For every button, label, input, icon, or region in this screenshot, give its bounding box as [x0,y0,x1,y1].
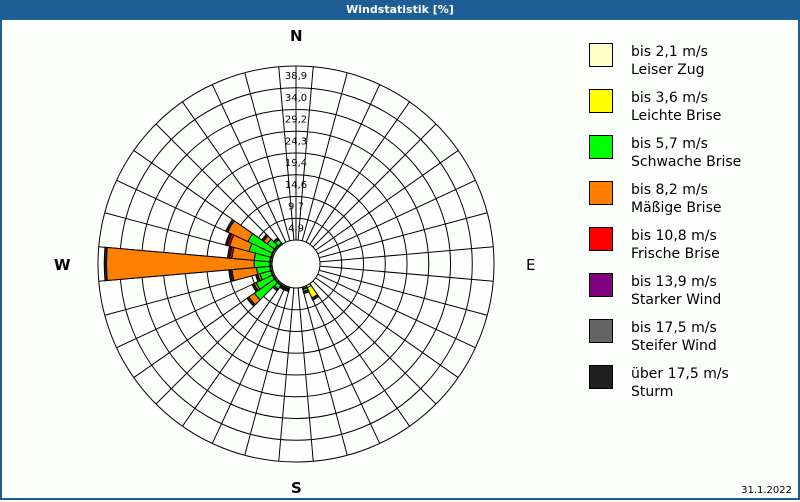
grid-spoke [309,283,410,427]
grid-spoke [305,285,381,444]
legend-item-sturm: über 17,5 m/s Sturm [589,365,789,411]
radial-tick-label: 34,0 [285,93,307,104]
grid-spoke [301,287,348,456]
wind-bar-segment [272,237,280,244]
legend-name: Sturm [631,384,674,400]
legend: bis 2,1 m/s Leiser Zug bis 3,6 m/s Leich… [589,43,789,411]
radial-tick-label: 24,3 [285,136,307,147]
legend-name: Mäßige Brise [631,200,722,216]
legend-swatch [589,181,613,205]
legend-name: Leichte Brise [631,108,722,124]
grid-spoke [278,66,295,241]
legend-swatch [589,135,613,159]
radial-tick-label: 29,2 [285,115,307,126]
grid-spoke [116,273,275,349]
grid-spoke [312,123,437,248]
legend-item-maessige-brise: bis 8,2 m/s Mäßige Brise [589,181,789,227]
legend-range: über 17,5 m/s [631,366,729,382]
date-label: 31.1.2022 [741,485,792,496]
legend-range: bis 3,6 m/s [631,90,708,106]
legend-swatch [589,319,613,343]
grid-spoke [315,150,459,251]
grid-spoke [317,179,476,255]
legend-swatch [589,227,613,251]
compass-east-label: E [526,256,536,274]
wind-bar-segment [311,293,320,301]
grid-spoke [297,287,314,462]
compass-west-label: W [54,256,71,274]
legend-range: bis 2,1 m/s [631,44,708,60]
legend-swatch [589,89,613,113]
legend-item-frische-brise: bis 10,8 m/s Frische Brise [589,227,789,273]
compass-north-label: N [290,27,303,45]
legend-item-leichte-brise: bis 3,6 m/s Leichte Brise [589,89,789,135]
legend-range: bis 13,9 m/s [631,274,717,290]
legend-name: Starker Wind [631,292,722,308]
grid-spoke [211,285,287,444]
radial-tick-label: 9,7 [288,202,304,213]
legend-name: Leiser Zug [631,62,705,78]
grid-spoke [315,277,459,378]
radial-tick-label: 14,6 [285,180,307,191]
legend-range: bis 8,2 m/s [631,182,708,198]
window-title: Windstatistik [%] [0,0,800,20]
wind-rose-svg: 4,9 9,7 14,6 19,4 24,3 29,2 34,0 38,9 [97,65,495,463]
grid-spoke [278,287,295,462]
grid-spoke [309,101,410,245]
grid-spoke [244,287,291,456]
legend-swatch [589,365,613,389]
grid-spoke [319,246,494,263]
grid-spoke [301,72,348,241]
grid-spoke [182,101,283,245]
grid-spoke [155,123,280,248]
radial-tick-label: 19,4 [285,158,307,169]
wind-bar-segment [302,289,310,295]
legend-range: bis 17,5 m/s [631,320,717,336]
wind-bar-segment [246,296,257,307]
grid-spoke [317,273,476,349]
wind-bar-segment [224,218,235,233]
grid-spoke [297,66,314,241]
legend-range: bis 10,8 m/s [631,228,717,244]
grid-spoke [305,84,381,243]
grid-spoke [211,84,287,243]
grid-spoke [319,265,494,282]
legend-item-starker-wind: bis 13,9 m/s Starker Wind [589,273,789,319]
legend-name: Steifer Wind [631,338,717,354]
grid-spoke [319,269,488,316]
compass-south-label: S [291,479,302,497]
radial-tick-label: 4,9 [288,223,304,234]
grid-spoke [182,283,283,427]
legend-item-leiser-zug: bis 2,1 m/s Leiser Zug [589,43,789,89]
wind-bar-segment [260,233,269,242]
radial-tick-label: 38,9 [285,71,307,82]
grid-spoke [312,280,437,405]
grid-spoke [244,72,291,241]
legend-item-schwache-brise: bis 5,7 m/s Schwache Brise [589,135,789,181]
legend-swatch [589,273,613,297]
legend-range: bis 5,7 m/s [631,136,708,152]
legend-swatch [589,43,613,67]
legend-name: Schwache Brise [631,154,742,170]
wind-rose-chart: 4,9 9,7 14,6 19,4 24,3 29,2 34,0 38,9 N E S W [0,20,560,498]
grid-spoke [319,212,488,259]
legend-name: Frische Brise [631,246,720,262]
wind-bar-segment [251,282,259,293]
legend-item-steifer-wind: bis 17,5 m/s Steifer Wind [589,319,789,365]
wind-bar-segment [103,246,108,282]
